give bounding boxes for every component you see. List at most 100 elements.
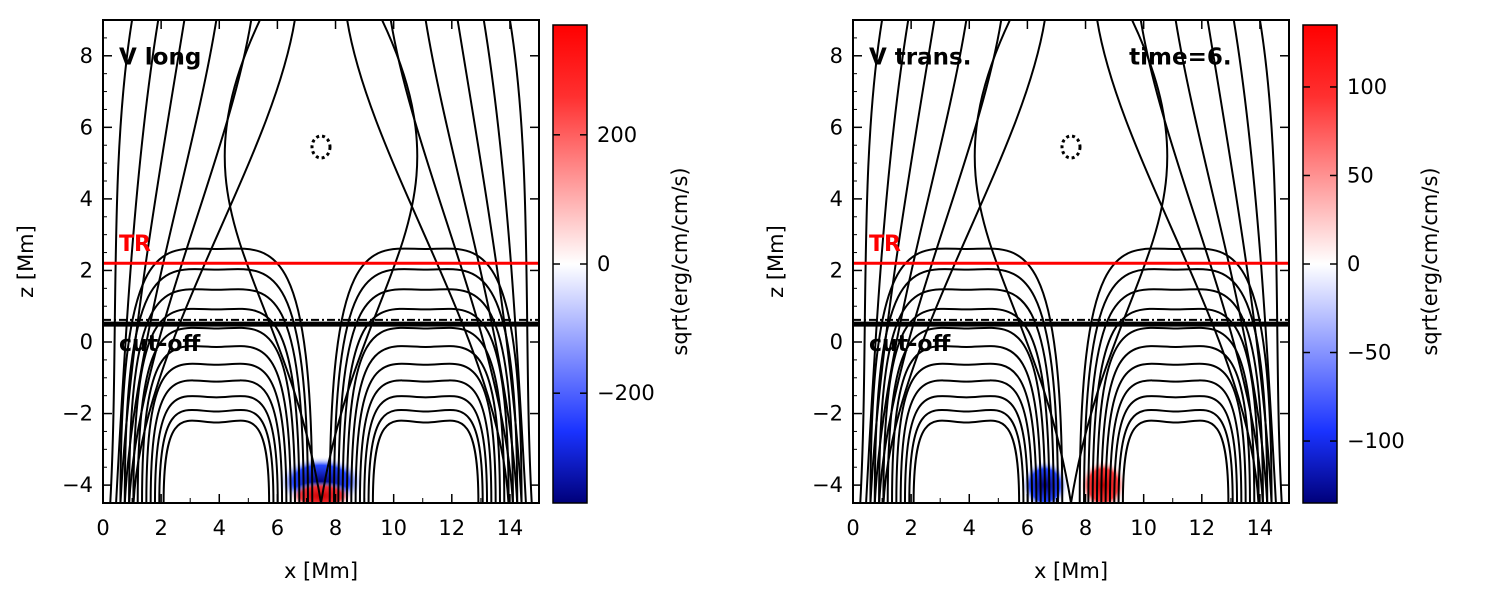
x-tick-label: 8 <box>329 516 342 540</box>
y-tick-label: −4 <box>812 473 843 497</box>
field-line-right-arcade-2 <box>363 395 489 503</box>
field-line-open-right-2 <box>1206 20 1273 503</box>
tr-label: TR <box>869 232 901 257</box>
field-line-left-arcade-3 <box>899 379 1034 503</box>
field-line-open-left-1 <box>115 20 160 503</box>
field-line-right-arcade-5 <box>350 345 501 503</box>
field-line-open-left-4 <box>128 20 253 503</box>
x-tick-label: 0 <box>846 516 859 540</box>
null-point-marker <box>1060 134 1082 160</box>
field-line-open-left-0 <box>109 20 134 503</box>
field-line-left-arcade-10 <box>869 247 1064 503</box>
field-line-center-right <box>320 20 419 503</box>
field-line-open-left-1 <box>865 20 910 503</box>
colorbar-tick-label: −50 <box>1347 341 1391 365</box>
y-tick-label: 6 <box>80 115 93 139</box>
field-line-left-arcade-4 <box>145 362 288 503</box>
panel-v-long: TR cut-off 0 2 4 6 8 10 12 14 −4 −2 0 2 4 6 8 x [Mm] z [Mm… <box>14 19 692 583</box>
x-tick-label: 0 <box>96 516 109 540</box>
field-line-left-arcade-5 <box>141 345 292 503</box>
null-point-marker <box>310 134 332 160</box>
field-line-left-arcade-7 <box>132 307 301 503</box>
field-line-left-arcade-8 <box>128 288 305 503</box>
field-line-open-left-4 <box>878 20 1003 503</box>
field-line-right-arcade-2 <box>1113 395 1239 503</box>
y-tick-label: −4 <box>62 473 93 497</box>
field-line-right-arcade-5 <box>1100 345 1251 503</box>
field-line-right-arcade-1 <box>367 408 484 503</box>
x-tick-label: 10 <box>380 516 407 540</box>
x-tick-label: 14 <box>1247 516 1274 540</box>
tr-label: TR <box>119 232 151 257</box>
field-line-open-left-3 <box>873 20 968 503</box>
plot-background <box>103 20 539 503</box>
colorbar-label: sqrt(erg/cm/cm/s) <box>1418 167 1442 355</box>
field-line-left-arcade-0 <box>912 419 1021 503</box>
time-annotation: time=6. <box>1129 45 1231 71</box>
x-tick-label: 2 <box>904 516 917 540</box>
field-line-right-arcade-10 <box>328 247 523 503</box>
field-line-right-arcade-4 <box>1104 362 1247 503</box>
field-line-open-left-2 <box>119 20 186 503</box>
x-tick-label: 6 <box>271 516 284 540</box>
field-line-open-left-5 <box>132 20 296 503</box>
x-tick-label: 10 <box>1130 516 1157 540</box>
field-line-right-arcade-1 <box>1117 408 1234 503</box>
field-line-left-arcade-8 <box>878 288 1055 503</box>
field-line-left-arcade-1 <box>908 408 1025 503</box>
field-line-open-right-2 <box>456 20 523 503</box>
panel-v-trans: TR cut-off 0 2 4 6 8 10 12 14 −4 −2 0 2 4 6 8 x [Mm] z [Mm… <box>764 19 1442 583</box>
plot-area <box>853 20 1289 503</box>
field-line-left-arcade-10 <box>119 247 314 503</box>
field-line-left-arcade-1 <box>158 408 275 503</box>
cutoff-label: cut-off <box>869 332 951 357</box>
y-tick-label: 0 <box>830 330 843 354</box>
field-line-open-right-0 <box>1258 20 1283 503</box>
colorbar-tick-label: 50 <box>1347 163 1374 187</box>
field-line-left-arcade-4 <box>895 362 1038 503</box>
field-line-open-right-3 <box>424 20 519 503</box>
field-line-open-right-0 <box>508 20 533 503</box>
field-line-left-arcade-5 <box>891 345 1042 503</box>
x-axis-title: x [Mm] <box>284 559 358 583</box>
field-line-open-left-3 <box>123 20 218 503</box>
field-line-center-left <box>223 20 322 503</box>
y-tick-label: 6 <box>830 115 843 139</box>
x-tick-label: 14 <box>497 516 524 540</box>
field-line-left-arcade-6 <box>136 326 297 503</box>
field-line-right-arcade-8 <box>337 288 514 503</box>
field-line-center-right <box>1070 20 1169 503</box>
field-line-right-arcade-4 <box>354 362 497 503</box>
plot-background <box>853 20 1289 503</box>
x-axis-title: x [Mm] <box>1034 559 1108 583</box>
cutoff-label: cut-off <box>119 332 201 357</box>
colorbar-tick-label: 200 <box>597 123 637 147</box>
field-line-right-arcade-8 <box>1087 288 1264 503</box>
field-line-right-arcade-0 <box>1121 419 1230 503</box>
colorbar-label: sqrt(erg/cm/cm/s) <box>668 167 692 355</box>
field-line-open-left-2 <box>869 20 936 503</box>
y-axis-title: z [Mm] <box>14 225 38 298</box>
x-tick-label: 8 <box>1079 516 1092 540</box>
x-tick-label: 4 <box>213 516 226 540</box>
y-tick-label: −2 <box>812 402 843 426</box>
y-tick-label: 4 <box>80 187 93 211</box>
positive-flux-blob <box>289 481 353 503</box>
panel-label: V long <box>119 45 201 71</box>
y-tick-label: 8 <box>80 44 93 68</box>
axes-frame <box>852 19 1290 504</box>
colorbar-tick-label: 0 <box>1347 252 1360 276</box>
field-line-open-right-5 <box>1096 20 1260 503</box>
field-line-open-left-0 <box>859 20 884 503</box>
plot-area <box>103 20 539 503</box>
y-axis-title: z [Mm] <box>764 225 788 298</box>
colorbar-tick-label: 0 <box>597 252 610 276</box>
colorbar-tick-label: −100 <box>1347 429 1405 453</box>
panel-label: V trans. <box>869 45 971 71</box>
field-line-open-right-1 <box>482 20 527 503</box>
field-line-open-left-5 <box>882 20 1046 503</box>
field-line-right-arcade-3 <box>1108 379 1243 503</box>
axes-frame <box>102 19 540 504</box>
x-tick-label: 2 <box>154 516 167 540</box>
